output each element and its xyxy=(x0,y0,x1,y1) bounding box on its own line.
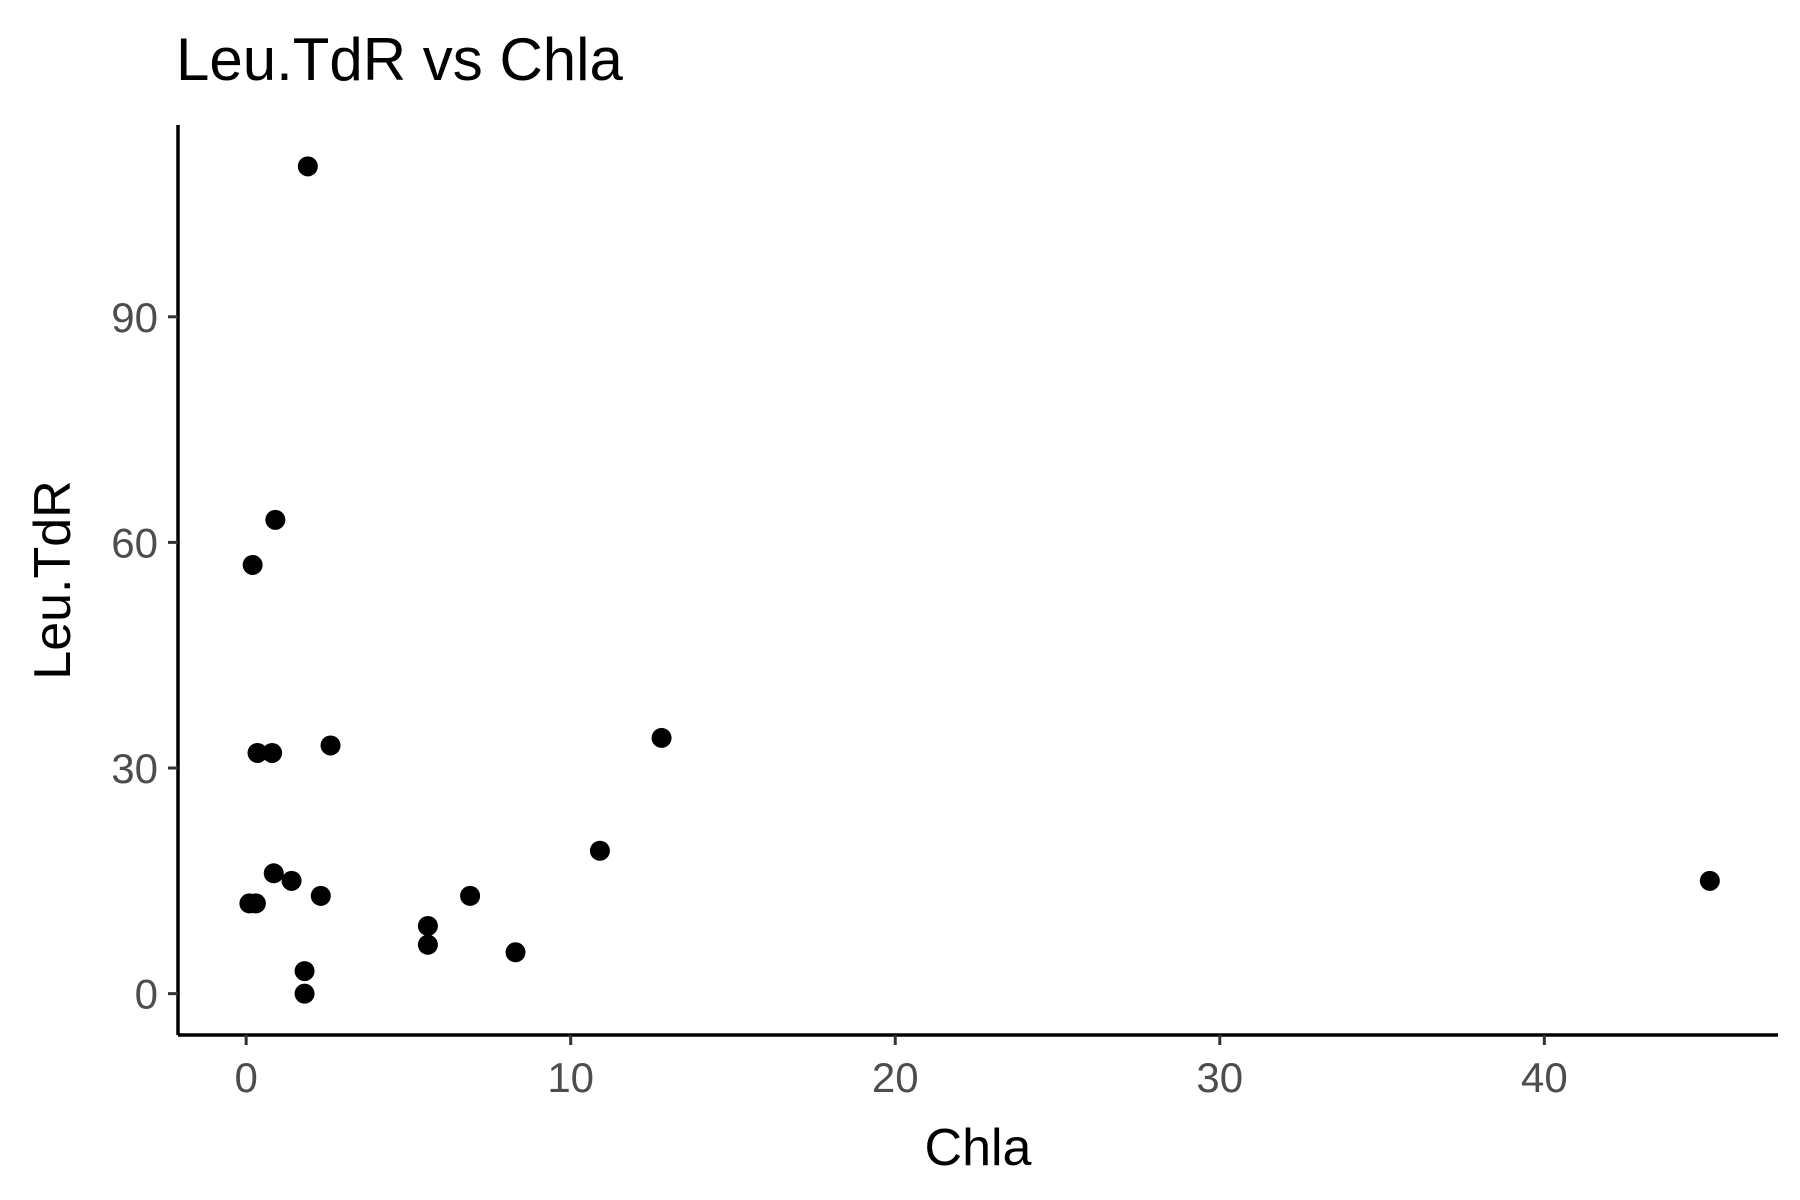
data-point xyxy=(294,983,315,1004)
data-point xyxy=(262,742,283,763)
data-point xyxy=(242,554,263,575)
x-axis-title: Chla xyxy=(925,1119,1032,1177)
data-point xyxy=(460,885,481,906)
data-point xyxy=(263,863,284,884)
data-point xyxy=(589,840,610,861)
y-tick-label: 0 xyxy=(135,971,158,1018)
y-tick-label: 60 xyxy=(111,519,158,566)
data-point xyxy=(247,742,268,763)
data-point xyxy=(265,509,286,530)
y-tick-label: 90 xyxy=(111,294,158,341)
data-point xyxy=(417,915,438,936)
x-tick-label: 0 xyxy=(234,1054,257,1101)
data-point xyxy=(297,156,318,177)
x-tick-label: 10 xyxy=(547,1054,594,1101)
x-tick-label: 40 xyxy=(1521,1054,1568,1101)
x-tick-label: 20 xyxy=(872,1054,919,1101)
y-axis-title: Leu.TdR xyxy=(24,480,82,679)
data-point xyxy=(294,961,315,982)
data-point xyxy=(505,942,526,963)
y-tick-label: 30 xyxy=(111,745,158,792)
chart-title: Leu.TdR vs Chla xyxy=(176,26,623,93)
data-points xyxy=(239,156,1720,1004)
data-point xyxy=(1699,870,1720,891)
data-point xyxy=(281,870,302,891)
data-point xyxy=(320,735,341,756)
data-point xyxy=(651,727,672,748)
data-point xyxy=(310,885,331,906)
x-tick-label: 30 xyxy=(1196,1054,1243,1101)
y-axis-ticks: 0 30 60 90 xyxy=(111,294,178,1018)
data-point xyxy=(417,934,438,955)
data-point xyxy=(245,893,266,914)
x-axis-ticks: 0 10 20 30 40 xyxy=(234,1035,1568,1101)
